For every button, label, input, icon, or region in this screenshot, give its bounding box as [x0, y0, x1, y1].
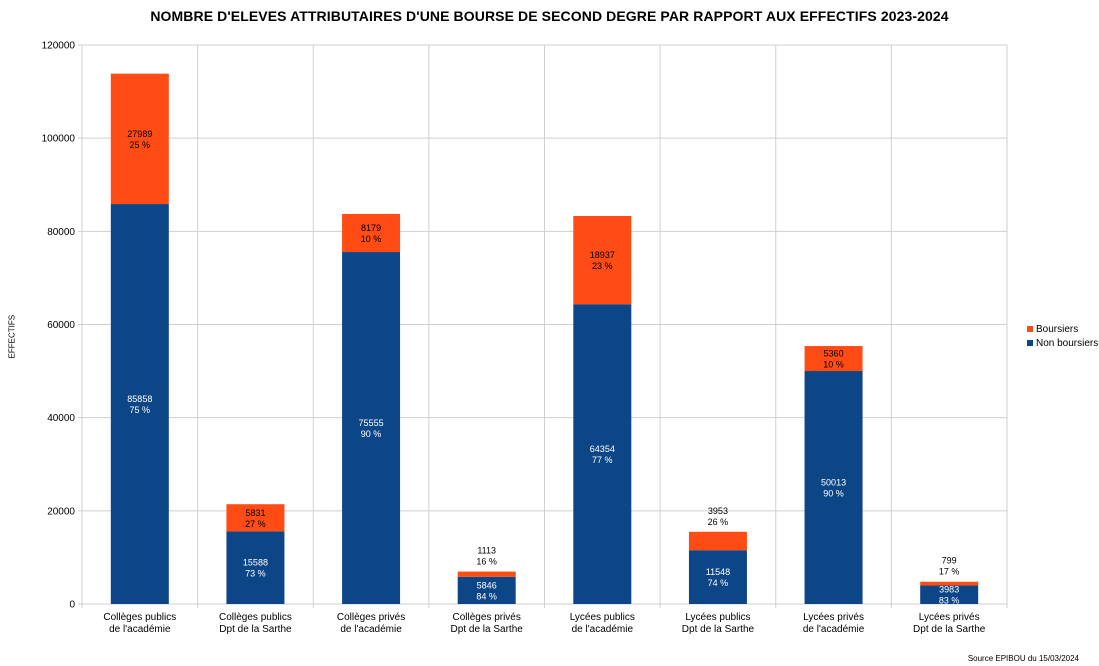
- x-tick-label: de l'académie: [803, 624, 865, 635]
- data-label-percent: 75 %: [130, 405, 151, 415]
- data-label-percent: 83 %: [939, 596, 960, 606]
- y-tick-label: 100000: [42, 134, 76, 145]
- x-tick-label: Lycées publics: [685, 612, 750, 623]
- bar-boursiers: [573, 216, 632, 305]
- data-label-percent: 16 %: [476, 557, 497, 567]
- data-label-percent: 10 %: [823, 360, 844, 370]
- x-tick-label: Lycées privés: [803, 612, 864, 623]
- data-label-value: 8179: [361, 223, 381, 233]
- data-label-percent: 27 %: [245, 519, 266, 529]
- bar-non-boursiers: [804, 371, 863, 604]
- bar-non-boursiers: [457, 576, 516, 604]
- legend-label-boursiers: Boursiers: [1036, 323, 1079, 335]
- data-label-value: 799: [942, 556, 957, 566]
- bar-boursiers: [804, 346, 863, 372]
- data-label-percent: 90 %: [361, 429, 382, 439]
- x-tick-label: Collèges privés: [337, 612, 405, 623]
- data-label-value: 3983: [939, 585, 959, 595]
- data-label-value: 64354: [590, 444, 615, 454]
- data-label-value: 3953: [708, 506, 728, 516]
- x-tick-label: Lycées publics: [570, 612, 635, 623]
- legend-swatch-non-boursiers: [1027, 340, 1033, 346]
- data-label-value: 85858: [127, 394, 152, 404]
- bar-boursiers: [226, 504, 285, 532]
- legend-swatch-boursiers: [1027, 326, 1033, 332]
- bar-boursiers: [457, 571, 516, 577]
- chart-title: NOMBRE D'ELEVES ATTRIBUTAIRES D'UNE BOUR…: [150, 8, 949, 24]
- y-tick-label: 0: [69, 600, 75, 611]
- data-label-value: 11548: [706, 567, 730, 577]
- data-label-percent: 90 %: [823, 489, 844, 499]
- x-tick-label: Lycées privés: [919, 612, 980, 623]
- bar-non-boursiers: [110, 204, 169, 605]
- x-tick-label: Collèges privés: [453, 612, 521, 623]
- data-label-percent: 74 %: [708, 578, 729, 588]
- data-label-value: 75555: [359, 418, 384, 428]
- y-tick-label: 40000: [47, 413, 75, 424]
- data-label-percent: 17 %: [939, 567, 960, 577]
- bar-non-boursiers: [573, 304, 632, 604]
- data-label-percent: 77 %: [592, 455, 613, 465]
- y-tick-label: 80000: [47, 227, 75, 238]
- bar-boursiers: [688, 531, 747, 551]
- data-label-value: 15588: [243, 558, 268, 568]
- x-tick-label: Dpt de la Sarthe: [219, 624, 292, 635]
- legend: Boursiers Non boursiers: [1027, 322, 1098, 350]
- legend-item-non-boursiers: Non boursiers: [1027, 336, 1098, 350]
- data-label-percent: 10 %: [361, 234, 382, 244]
- y-tick-label: 120000: [42, 41, 76, 52]
- data-label-value: 5360: [824, 349, 844, 359]
- data-label-percent: 73 %: [245, 569, 266, 579]
- x-tick-label: Dpt de la Sarthe: [451, 624, 524, 635]
- data-label-value: 27989: [127, 129, 152, 139]
- bar-non-boursiers: [342, 252, 401, 605]
- legend-label-non-boursiers: Non boursiers: [1036, 337, 1099, 349]
- data-label-value: 50013: [821, 478, 846, 488]
- x-tick-label: Collèges publics: [103, 612, 176, 623]
- data-label-value: 18937: [590, 250, 615, 260]
- bar-non-boursiers: [920, 585, 979, 604]
- y-tick-label: 20000: [47, 506, 75, 517]
- bar-boursiers: [342, 213, 401, 253]
- x-tick-label: Dpt de la Sarthe: [682, 624, 755, 635]
- source-note: Source EPIBOU du 15/03/2024: [967, 654, 1079, 663]
- x-tick-label: de l'académie: [340, 624, 402, 635]
- data-label-percent: 25 %: [130, 140, 151, 150]
- x-tick-label: Collèges publics: [219, 612, 292, 623]
- legend-item-boursiers: Boursiers: [1027, 322, 1098, 336]
- data-label-value: 1113: [477, 546, 496, 556]
- x-tick-label: Dpt de la Sarthe: [913, 624, 986, 635]
- bar-boursiers: [110, 73, 169, 205]
- bar-non-boursiers: [226, 531, 285, 604]
- x-tick-label: de l'académie: [572, 624, 634, 635]
- data-label-percent: 26 %: [708, 517, 729, 527]
- data-label-percent: 84 %: [476, 591, 497, 601]
- data-label-value: 5831: [245, 508, 265, 518]
- bar-non-boursiers: [688, 550, 747, 604]
- x-tick-label: de l'académie: [109, 624, 171, 635]
- data-label-value: 5846: [477, 580, 497, 590]
- data-label-percent: 23 %: [592, 261, 613, 271]
- bar-boursiers: [920, 581, 979, 586]
- y-tick-label: 60000: [47, 320, 75, 331]
